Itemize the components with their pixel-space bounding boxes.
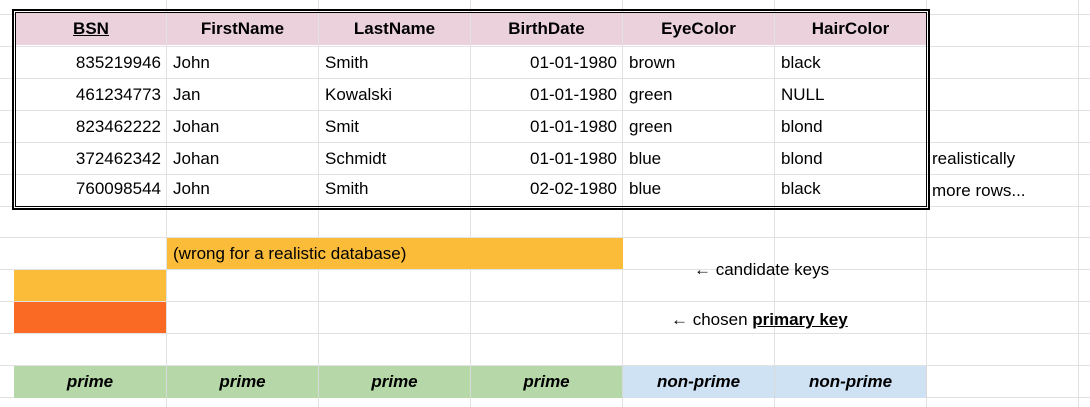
gridline bbox=[774, 0, 775, 407]
gridline bbox=[0, 174, 1090, 175]
cell-lastname[interactable]: Smith bbox=[325, 179, 369, 198]
cell-firstname[interactable]: John bbox=[173, 52, 210, 72]
candidate-key-composite[interactable]: (wrong for a realistic database) bbox=[167, 238, 623, 269]
prime-label-birthdate[interactable]: prime bbox=[471, 366, 623, 398]
cell-bsn[interactable]: 760098544 bbox=[75, 179, 161, 198]
candidate-key-bsn[interactable] bbox=[14, 270, 166, 301]
cell-birthdate[interactable]: 01-01-1980 bbox=[530, 116, 617, 136]
header-bsn[interactable]: BSN bbox=[16, 13, 166, 45]
note-more-rows[interactable]: more rows... bbox=[932, 180, 1026, 200]
cell-haircolor[interactable]: black bbox=[781, 52, 821, 72]
cell-bsn[interactable]: 823462222 bbox=[75, 116, 161, 136]
cell-firstname[interactable]: Johan bbox=[173, 116, 220, 136]
gridline bbox=[0, 142, 1090, 143]
cell-eyecolor[interactable]: blue bbox=[629, 179, 662, 198]
candidate-key-note: (wrong for a realistic database) bbox=[173, 243, 407, 263]
table-outer-border bbox=[12, 9, 930, 210]
cell-haircolor[interactable]: black bbox=[781, 179, 821, 198]
cell-haircolor[interactable]: blond bbox=[781, 148, 823, 168]
prime-label-lastname[interactable]: prime bbox=[319, 366, 471, 398]
cell-lastname[interactable]: Smith bbox=[325, 52, 369, 72]
cell-eyecolor[interactable]: green bbox=[629, 84, 673, 104]
gridline bbox=[0, 237, 1090, 238]
gridline bbox=[0, 301, 1090, 302]
primary-key-word: primary key bbox=[752, 310, 848, 329]
cell-bsn[interactable]: 372462342 bbox=[75, 148, 161, 168]
cell-birthdate[interactable]: 02-02-1980 bbox=[530, 179, 617, 198]
gridline bbox=[0, 269, 1090, 270]
cell-eyecolor[interactable]: brown bbox=[629, 52, 676, 72]
nonprime-label-eyecolor[interactable]: non-prime bbox=[623, 366, 775, 398]
cell-firstname[interactable]: John bbox=[173, 179, 210, 198]
cell-bsn[interactable]: 461234773 bbox=[75, 84, 161, 104]
cell-haircolor[interactable]: blond bbox=[781, 116, 823, 136]
cell-haircolor[interactable]: NULL bbox=[781, 84, 825, 104]
cell-eyecolor[interactable]: blue bbox=[629, 148, 662, 168]
cell-birthdate[interactable]: 01-01-1980 bbox=[530, 52, 617, 72]
cell-birthdate[interactable]: 01-01-1980 bbox=[530, 84, 617, 104]
candidate-keys-label: ← candidate keys bbox=[694, 260, 830, 279]
cell-lastname[interactable]: Schmidt bbox=[325, 148, 387, 168]
note-realistically[interactable]: realistically bbox=[932, 148, 1016, 168]
header-eyecolor[interactable]: EyeColor bbox=[623, 13, 774, 45]
cell-birthdate[interactable]: 01-01-1980 bbox=[530, 148, 617, 168]
header-birthdate[interactable]: BirthDate bbox=[471, 13, 622, 45]
gridline bbox=[0, 110, 1090, 111]
cell-lastname[interactable]: Kowalski bbox=[325, 84, 393, 104]
cell-lastname[interactable]: Smit bbox=[325, 116, 359, 136]
cell-firstname[interactable]: Jan bbox=[173, 84, 201, 104]
gridline bbox=[470, 0, 471, 407]
nonprime-label-haircolor[interactable]: non-prime bbox=[775, 366, 927, 398]
table-inner-border bbox=[15, 12, 927, 207]
cell-eyecolor[interactable]: green bbox=[629, 116, 673, 136]
header-lastname[interactable]: LastName bbox=[319, 13, 470, 45]
gridline bbox=[1078, 0, 1079, 407]
primary-key-bsn[interactable] bbox=[14, 302, 166, 333]
gridline bbox=[0, 46, 1090, 47]
cell-firstname[interactable]: Johan bbox=[173, 148, 220, 168]
primary-key-label: ← chosen primary key bbox=[667, 304, 927, 336]
prime-label-firstname[interactable]: prime bbox=[167, 366, 319, 398]
gridline bbox=[0, 333, 1090, 334]
gridline bbox=[0, 78, 1090, 79]
header-haircolor[interactable]: HairColor bbox=[775, 13, 926, 45]
cell-bsn[interactable]: 835219946 bbox=[75, 52, 161, 72]
gridline bbox=[318, 0, 319, 407]
primary-key-prefix: ← chosen bbox=[671, 310, 753, 329]
gridline bbox=[622, 0, 623, 407]
prime-label-bsn[interactable]: prime bbox=[14, 366, 167, 398]
gridline bbox=[166, 0, 167, 407]
header-firstname[interactable]: FirstName bbox=[167, 13, 318, 45]
gridline bbox=[0, 365, 1090, 366]
